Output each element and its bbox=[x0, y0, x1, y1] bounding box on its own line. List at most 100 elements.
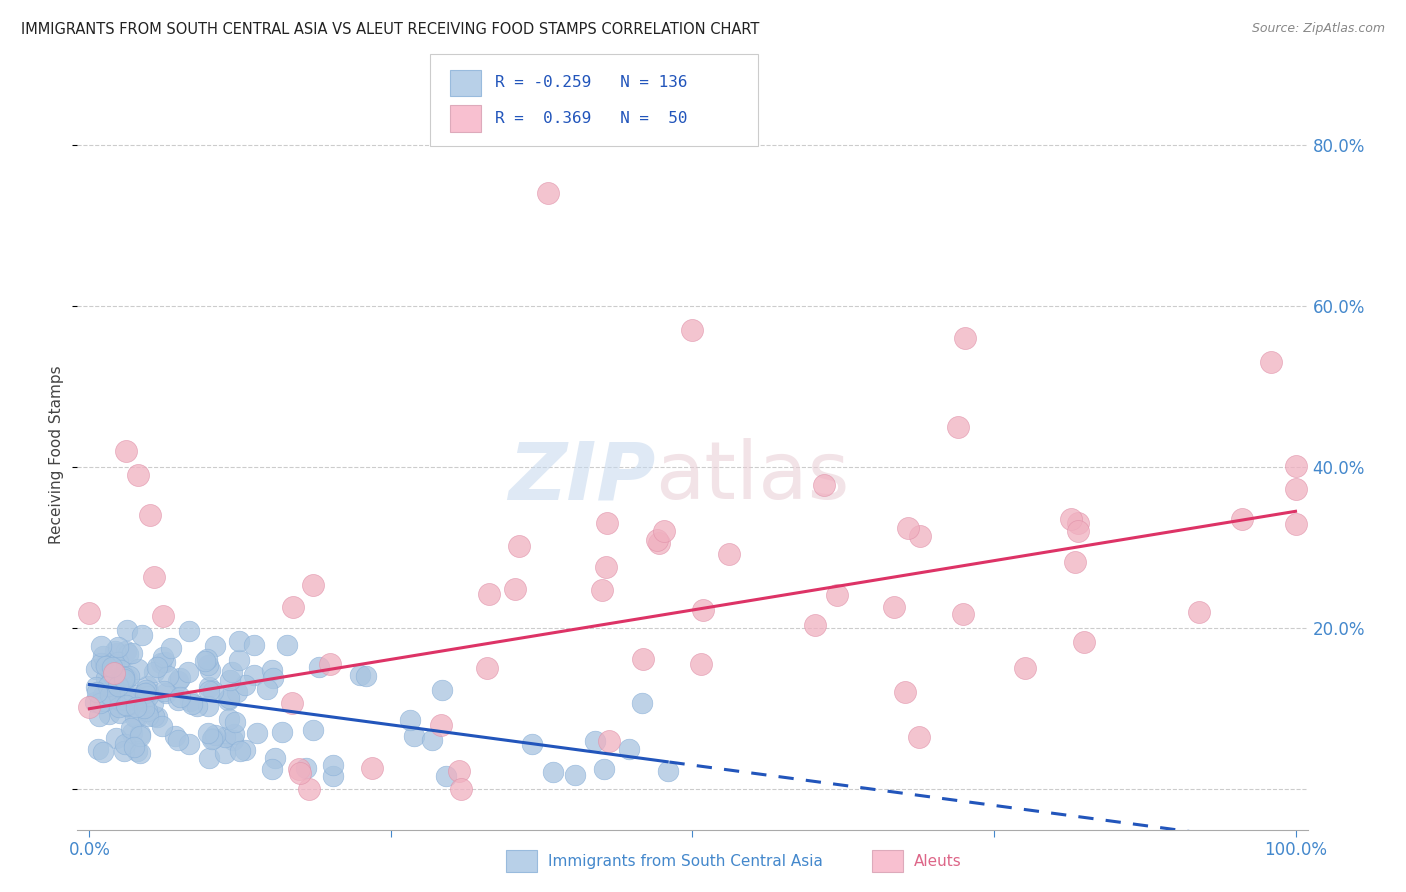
Point bbox=[508, 539, 530, 553]
Point bbox=[222, 732, 245, 747]
Point bbox=[122, 688, 145, 702]
Point bbox=[108, 693, 131, 707]
Point bbox=[1284, 516, 1306, 531]
Point bbox=[319, 657, 342, 671]
Point bbox=[256, 681, 278, 696]
Point bbox=[150, 656, 173, 670]
Point bbox=[262, 671, 284, 685]
Point bbox=[434, 769, 457, 783]
Point bbox=[1067, 524, 1090, 539]
Point bbox=[153, 655, 176, 669]
Point bbox=[197, 725, 219, 739]
Text: Immigrants from South Central Asia: Immigrants from South Central Asia bbox=[548, 855, 824, 869]
Point bbox=[1260, 355, 1282, 369]
Point bbox=[322, 758, 344, 772]
Point bbox=[233, 742, 256, 756]
Point bbox=[404, 729, 426, 743]
Point bbox=[87, 741, 110, 756]
Point bbox=[596, 516, 619, 530]
Point bbox=[908, 730, 931, 744]
Point bbox=[682, 323, 704, 337]
Point bbox=[177, 665, 200, 680]
Point bbox=[1066, 516, 1088, 530]
Point bbox=[202, 731, 225, 745]
Point bbox=[201, 731, 224, 746]
Point bbox=[233, 678, 256, 692]
Point bbox=[221, 665, 243, 680]
Point bbox=[114, 693, 136, 707]
Point bbox=[96, 656, 118, 670]
Point bbox=[204, 639, 226, 653]
Point bbox=[104, 731, 127, 745]
Point bbox=[224, 715, 246, 730]
Point bbox=[564, 768, 586, 782]
Point bbox=[631, 651, 654, 665]
Point bbox=[1060, 512, 1083, 526]
Point bbox=[263, 750, 285, 764]
Point bbox=[91, 746, 114, 760]
Text: IMMIGRANTS FROM SOUTH CENTRAL ASIA VS ALEUT RECEIVING FOOD STAMPS CORRELATION CH: IMMIGRANTS FROM SOUTH CENTRAL ASIA VS AL… bbox=[21, 22, 759, 37]
Point bbox=[150, 719, 173, 733]
Point bbox=[134, 685, 156, 699]
Point bbox=[287, 762, 309, 776]
Point bbox=[136, 690, 159, 704]
Point bbox=[648, 536, 671, 550]
Point bbox=[354, 669, 377, 683]
Point bbox=[86, 684, 108, 698]
Point bbox=[598, 734, 620, 748]
Point bbox=[167, 693, 190, 707]
Point bbox=[225, 685, 247, 699]
Point bbox=[103, 681, 125, 695]
Point bbox=[308, 660, 330, 674]
Point bbox=[217, 693, 239, 707]
Point bbox=[122, 740, 145, 755]
Point bbox=[198, 663, 221, 677]
Point bbox=[107, 640, 129, 654]
Point bbox=[112, 670, 135, 684]
Point bbox=[1014, 661, 1036, 675]
Point bbox=[169, 671, 191, 685]
Point bbox=[142, 570, 165, 584]
Point bbox=[97, 679, 120, 693]
Point bbox=[1284, 459, 1306, 474]
Point bbox=[124, 692, 146, 706]
Point bbox=[281, 600, 304, 615]
Point bbox=[114, 443, 136, 458]
Point bbox=[84, 662, 107, 676]
Point bbox=[1188, 605, 1211, 619]
Point bbox=[1063, 555, 1085, 569]
Point bbox=[952, 607, 974, 621]
Point bbox=[1232, 512, 1254, 526]
Point bbox=[349, 668, 371, 682]
Point bbox=[118, 669, 141, 683]
Point bbox=[198, 751, 221, 765]
Point bbox=[177, 737, 200, 751]
Point bbox=[825, 588, 848, 602]
Point bbox=[152, 650, 174, 665]
Point bbox=[129, 746, 152, 760]
Point bbox=[295, 761, 318, 775]
Point bbox=[276, 638, 298, 652]
Point bbox=[166, 673, 188, 688]
Point bbox=[120, 721, 142, 735]
Point bbox=[136, 679, 159, 693]
Point bbox=[218, 691, 240, 706]
Point bbox=[803, 618, 825, 632]
Point bbox=[197, 658, 219, 673]
Point bbox=[131, 628, 153, 642]
Point bbox=[195, 652, 218, 666]
Point bbox=[260, 663, 283, 677]
Point bbox=[953, 331, 976, 345]
Point bbox=[243, 639, 266, 653]
Point bbox=[79, 700, 101, 714]
Point bbox=[302, 723, 325, 738]
Point bbox=[420, 733, 443, 747]
Point bbox=[541, 764, 564, 779]
Point bbox=[110, 663, 132, 677]
Point bbox=[946, 419, 969, 434]
Point bbox=[897, 521, 920, 535]
Point bbox=[143, 665, 166, 679]
Point bbox=[155, 686, 177, 700]
Point bbox=[104, 644, 127, 658]
Point bbox=[117, 689, 139, 703]
